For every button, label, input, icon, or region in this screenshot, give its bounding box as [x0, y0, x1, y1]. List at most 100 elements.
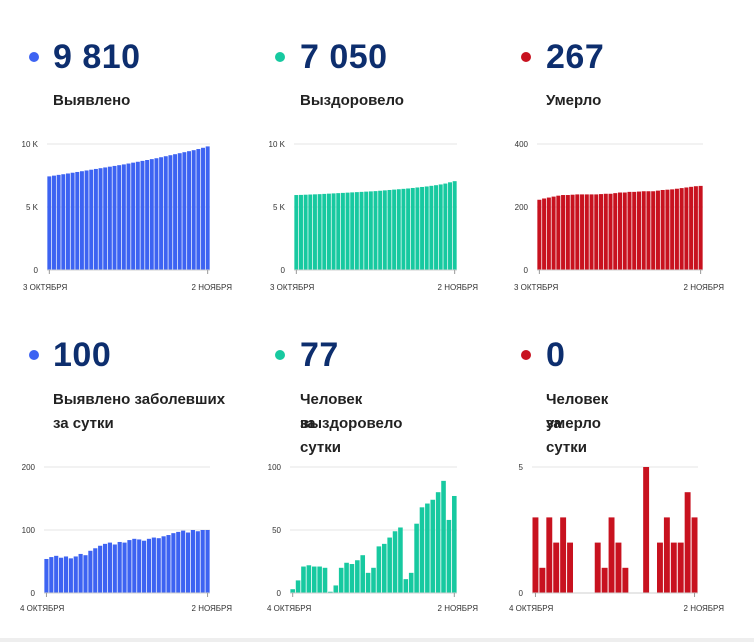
- bar: [371, 567, 376, 593]
- y-tick-label: 10 K: [22, 140, 39, 149]
- bar: [79, 171, 84, 270]
- x-tick-label-end: 2 НОЯБРЯ: [684, 283, 725, 292]
- bar: [452, 181, 457, 270]
- bar: [603, 193, 608, 270]
- bar: [365, 572, 371, 593]
- bar: [301, 566, 306, 593]
- bar: [201, 147, 205, 270]
- bar: [679, 188, 684, 270]
- bar: [140, 160, 145, 270]
- bar: [580, 194, 585, 270]
- stat-label: Выявлено: [53, 92, 131, 109]
- bar: [401, 188, 406, 270]
- panel-recovered: 7 050 Выздоровело: [0, 0, 404, 300]
- bar: [560, 517, 567, 593]
- y-tick-label: 0: [34, 266, 39, 275]
- bar: [349, 564, 355, 593]
- bar: [54, 555, 59, 593]
- bar: [146, 538, 152, 593]
- bar: [61, 174, 66, 270]
- bar: [102, 543, 108, 593]
- panel-detected-daily: 100 Выявлено заболевших за сутки: [0, 0, 240, 432]
- bar: [570, 194, 575, 270]
- bar: [182, 152, 187, 270]
- stat-label: Выздоровело: [300, 92, 404, 109]
- bar: [191, 150, 196, 270]
- bar: [117, 541, 122, 593]
- y-tick-label: 100: [268, 463, 282, 472]
- bar: [441, 480, 446, 593]
- bar: [126, 163, 131, 270]
- bar: [698, 185, 703, 270]
- bar: [434, 185, 439, 270]
- x-tick-label-start: 3 ОКТЯБРЯ: [514, 283, 558, 292]
- bar: [328, 591, 333, 593]
- y-tick-label: 0: [519, 589, 524, 598]
- bar: [419, 507, 425, 593]
- bar: [112, 544, 117, 593]
- bar: [373, 191, 378, 270]
- bar: [632, 191, 637, 270]
- bar: [303, 194, 308, 270]
- bar: [387, 537, 392, 593]
- bar: [601, 567, 608, 593]
- bar: [168, 155, 173, 270]
- bar: [107, 166, 112, 270]
- dot-icon: [521, 350, 531, 360]
- panel-detected: 9 810 Выявлено: [0, 0, 240, 300]
- stat-number: 7 050: [300, 38, 388, 76]
- bar: [149, 159, 154, 270]
- bar: [448, 182, 452, 270]
- bar: [317, 194, 322, 270]
- panel-deaths-daily: 0 Человек умерло за сутки: [0, 0, 608, 456]
- y-tick-label: 0: [31, 589, 36, 598]
- bar: [599, 194, 604, 270]
- bar: [354, 192, 359, 270]
- bar: [205, 530, 210, 593]
- y-tick-label: 50: [272, 526, 281, 535]
- x-tick-label-end: 2 НОЯБРЯ: [192, 283, 233, 292]
- bar: [622, 192, 627, 270]
- bar: [670, 189, 675, 270]
- bar: [176, 531, 181, 593]
- bar: [181, 530, 186, 593]
- bar: [627, 191, 632, 270]
- bar: [159, 157, 164, 270]
- stat-number: 100: [53, 336, 112, 374]
- bar: [350, 192, 355, 270]
- bar: [145, 160, 150, 270]
- bar: [306, 565, 312, 593]
- bar: [542, 198, 547, 270]
- bar: [338, 567, 344, 593]
- y-tick-label: 10 K: [269, 140, 286, 149]
- bar: [643, 467, 650, 593]
- bar: [689, 186, 694, 270]
- stat-number: 267: [546, 38, 605, 76]
- y-tick-label: 400: [515, 140, 529, 149]
- bar: [49, 557, 54, 593]
- panel-deaths: 267 Умерло: [0, 0, 604, 300]
- dot-icon: [29, 52, 39, 62]
- bar: [414, 523, 419, 593]
- bar: [670, 542, 677, 593]
- stat-label: Выявлено заболевших: [53, 391, 226, 408]
- bar: [142, 540, 147, 593]
- bar: [382, 190, 387, 270]
- bar: [546, 517, 553, 593]
- bar: [387, 189, 392, 270]
- bar: [693, 186, 698, 270]
- bar: [331, 193, 336, 270]
- dot-icon: [29, 350, 39, 360]
- bar: [185, 532, 191, 593]
- bar: [622, 567, 629, 593]
- bar: [336, 193, 341, 270]
- bar: [121, 164, 126, 270]
- bar: [112, 165, 117, 270]
- bar: [674, 188, 679, 270]
- bar: [608, 193, 613, 270]
- bar: [205, 146, 210, 270]
- bar: [677, 542, 684, 593]
- bar: [98, 168, 103, 270]
- bar: [398, 527, 403, 593]
